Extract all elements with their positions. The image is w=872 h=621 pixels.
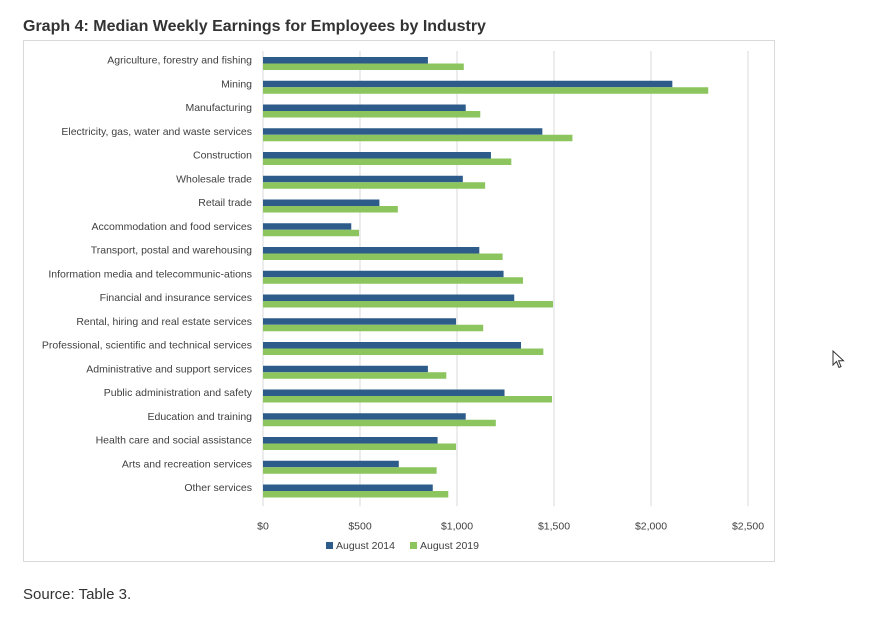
bar-august-2019: [263, 111, 481, 118]
bar-august-2019: [263, 491, 449, 498]
bar-august-2019: [263, 372, 447, 379]
bar-august-2019: [263, 87, 709, 94]
bar-august-2014: [263, 152, 491, 159]
bar-august-2014: [263, 175, 463, 183]
category-label: Construction: [193, 150, 252, 162]
bar-august-2019: [263, 134, 573, 142]
category-label: Manufacturing: [185, 102, 252, 114]
bar-august-2014: [263, 270, 504, 278]
category-label: Arts and recreation services: [122, 458, 252, 470]
bar-august-2014: [263, 318, 457, 325]
bar-august-2019: [263, 301, 554, 308]
bar-august-2019: [263, 206, 398, 213]
category-label: Public administration and safety: [104, 387, 253, 399]
category-label: Professional, scientific and technical s…: [42, 340, 252, 352]
bar-august-2019: [263, 277, 523, 284]
category-label: Retail trade: [198, 197, 252, 209]
category-label: Agriculture, forestry and fishing: [107, 55, 252, 67]
bar-august-2014: [263, 247, 480, 254]
bar-august-2019: [263, 182, 486, 189]
bar-august-2014: [263, 389, 505, 396]
bar-august-2019: [263, 396, 553, 403]
bar-august-2014: [263, 294, 515, 301]
category-label: Rental, hiring and real estate services: [76, 316, 252, 328]
category-label: Transport, postal and warehousing: [91, 245, 252, 257]
legend-swatch: [326, 542, 333, 549]
category-label: Financial and insurance services: [100, 292, 252, 304]
bar-august-2014: [263, 80, 673, 88]
bar-august-2019: [263, 467, 437, 474]
bar-august-2019: [263, 348, 544, 355]
bar-august-2014: [263, 104, 466, 111]
bar-august-2014: [263, 128, 543, 135]
bar-chart: Agriculture, forestry and fishing Mining M…: [42, 51, 764, 552]
category-label: Information media and telecommunic-ation…: [48, 268, 252, 280]
bar-august-2019: [263, 63, 464, 70]
bar-august-2014: [263, 57, 428, 64]
x-tick-label: $500: [348, 520, 372, 532]
category-label: Accommodation and food services: [92, 221, 253, 233]
legend-swatch: [410, 542, 417, 549]
category-label: Education and training: [148, 411, 253, 423]
bar-august-2014: [263, 460, 399, 468]
category-label: Administrative and support services: [86, 363, 252, 375]
chart-area: Agriculture, forestry and fishing Mining M…: [23, 40, 775, 562]
bar-august-2019: [263, 253, 503, 260]
bar-august-2019: [263, 443, 457, 450]
bar-august-2014: [263, 484, 433, 491]
bar-august-2019: [263, 229, 360, 237]
category-label: Electricity, gas, water and waste servic…: [61, 126, 252, 138]
x-tick-label: $1,000: [441, 520, 473, 532]
chart-title: Graph 4: Median Weekly Earnings for Empl…: [23, 18, 486, 35]
bar-august-2014: [263, 199, 380, 206]
bar-august-2019: [263, 324, 484, 332]
bar-august-2014: [263, 223, 352, 230]
legend-label: August 2014: [336, 540, 395, 552]
bar-august-2014: [263, 413, 466, 420]
x-tick-label: $2,500: [732, 520, 764, 532]
category-label: Wholesale trade: [176, 173, 252, 185]
bar-august-2019: [263, 158, 512, 165]
category-label: Mining: [221, 78, 252, 90]
category-label: Health care and social assistance: [96, 435, 253, 447]
bar-august-2014: [263, 342, 522, 349]
x-tick-label: $0: [257, 520, 269, 532]
legend-label: August 2019: [420, 540, 479, 552]
category-label: Other services: [184, 482, 252, 494]
source-note: Source: Table 3.: [23, 586, 132, 603]
bar-august-2014: [263, 365, 428, 373]
bar-august-2014: [263, 437, 438, 444]
mouse-pointer-icon: [832, 349, 846, 375]
x-tick-label: $2,000: [635, 520, 667, 532]
x-tick-label: $1,500: [538, 520, 570, 532]
bar-august-2019: [263, 419, 496, 427]
